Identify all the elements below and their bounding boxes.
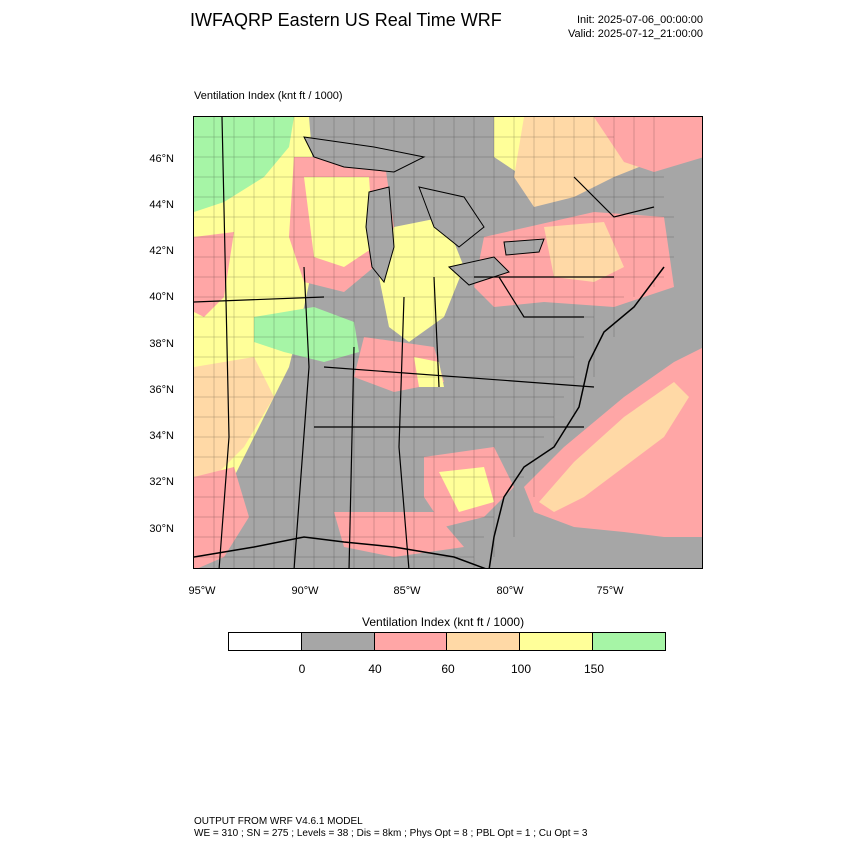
lake-michigan <box>365 186 395 284</box>
model-footer: OUTPUT FROM WRF V4.6.1 MODEL WE = 310 ; … <box>194 816 587 840</box>
footer-config-line: WE = 310 ; SN = 275 ; Levels = 38 ; Dis … <box>194 828 588 839</box>
lat-label-42: 42°N <box>149 245 174 257</box>
region-texas-pink <box>194 467 249 568</box>
region-central-green <box>254 307 359 362</box>
lat-label-44: 44°N <box>149 199 174 211</box>
run-times: Init: 2025-07-06_00:00:00 Valid: 2025-07… <box>568 13 703 41</box>
valid-time: Valid: 2025-07-12_21:00:00 <box>568 28 703 40</box>
region-northwest-green <box>194 117 294 212</box>
map-panel <box>193 116 703 569</box>
lon-label-80: 80°W <box>496 585 524 597</box>
lon-label-95: 95°W <box>188 585 216 597</box>
colorbar-label-60: 60 <box>441 662 455 676</box>
county-grid <box>194 117 674 568</box>
plot-title: IWFAQRP Eastern US Real Time WRF <box>190 10 502 30</box>
lon-label-90: 90°W <box>291 585 319 597</box>
colorbar-swatch-4 <box>520 633 594 650</box>
colorbar-title: Ventilation Index (knt ft / 1000) <box>362 615 525 629</box>
footer-model-line: OUTPUT FROM WRF V4.6.1 MODEL <box>194 816 363 827</box>
lat-label-46: 46°N <box>149 153 174 165</box>
region-michigan-yellow <box>379 217 464 342</box>
colorbar-label-100: 100 <box>510 662 532 676</box>
map-canvas <box>194 117 702 568</box>
colorbar <box>228 632 666 651</box>
lon-label-75: 75°W <box>596 585 624 597</box>
lat-label-34: 34°N <box>149 430 174 442</box>
gulf-coastline <box>194 536 486 568</box>
colorbar-label-150: 150 <box>583 662 605 676</box>
region-gulf-pink <box>334 512 464 557</box>
region-georgia-yellow <box>439 467 494 512</box>
region-wisconsin-yellow <box>304 177 374 267</box>
lat-label-36: 36°N <box>149 384 174 396</box>
lat-label-38: 38°N <box>149 338 174 350</box>
colorbar-swatch-2 <box>374 633 448 650</box>
lat-label-30: 30°N <box>149 523 174 535</box>
region-canada-pink <box>594 117 702 172</box>
colorbar-label-40: 40 <box>368 662 382 676</box>
region-atlantic-orange <box>539 382 689 512</box>
init-time: Init: 2025-07-06_00:00:00 <box>577 14 703 26</box>
colorbar-swatch-5 <box>593 633 665 650</box>
colorbar-swatch-3 <box>447 633 521 650</box>
colorbar-label-0: 0 <box>298 662 306 676</box>
field-subtitle: Ventilation Index (knt ft / 1000) <box>194 90 343 102</box>
lat-label-40: 40°N <box>149 291 174 303</box>
atlantic-coastline <box>488 266 665 568</box>
lat-label-32: 32°N <box>149 476 174 488</box>
lon-label-85: 85°W <box>393 585 421 597</box>
colorbar-swatch-0 <box>229 633 302 650</box>
colorbar-swatch-1 <box>301 633 375 650</box>
region-kentucky-yellow <box>414 357 444 387</box>
